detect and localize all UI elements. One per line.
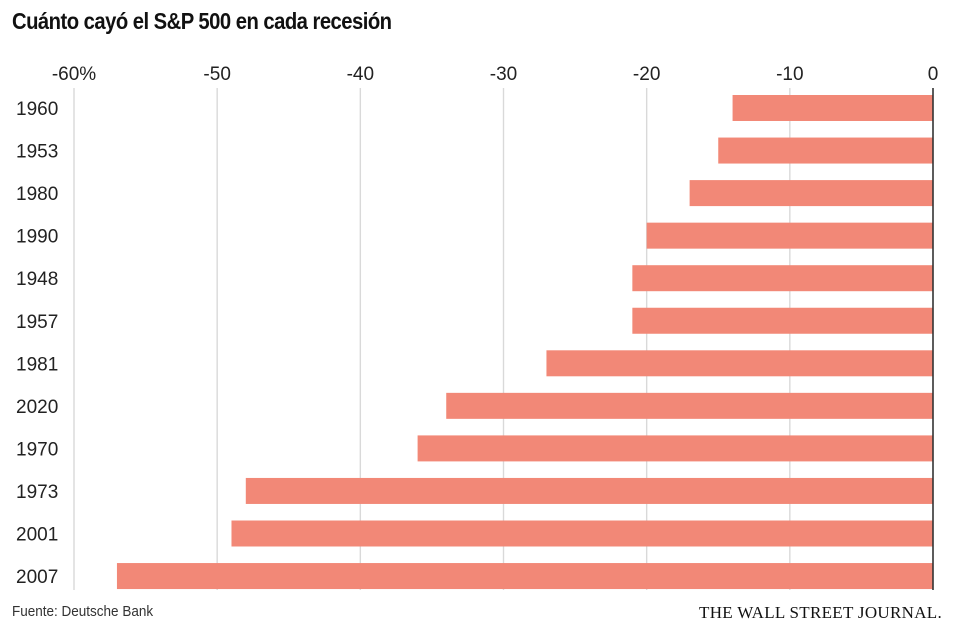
bar-1981 [546,350,933,377]
bar-1980 [689,180,933,207]
bar-1973 [245,477,934,504]
x-tick-label: -20 [633,64,660,85]
bar-1948 [632,265,933,292]
x-tick-label: 0 [928,64,939,85]
x-tick-label: -30 [490,64,517,85]
bar-1970 [417,435,934,462]
bar-1957 [632,307,933,334]
bar-1990 [646,222,933,249]
category-label-2001: 2001 [16,525,58,546]
bar-2007 [116,563,933,590]
bar-2001 [231,520,933,547]
publisher-logo: THE WALL STREET JOURNAL. [699,603,942,622]
x-tick-label: -60% [52,64,96,85]
category-label-1953: 1953 [16,142,58,163]
chart-title: Cuánto cayó el S&P 500 en cada recesión [12,8,392,34]
category-label-1981: 1981 [16,354,58,375]
category-label-1980: 1980 [16,184,58,205]
bar-1953 [718,137,933,164]
source-note: Fuente: Deutsche Bank [12,603,154,620]
category-label-1990: 1990 [16,227,58,248]
bar-2020 [446,392,933,419]
x-tick-label: -10 [776,64,803,85]
category-labels: 1960 1953 1980 1990 1948 1957 1981 2020 1970 1973… [16,99,58,588]
category-label-1973: 1973 [16,482,58,503]
gridlines [73,88,791,590]
bars [116,95,934,590]
category-label-1960: 1960 [16,99,58,120]
category-label-2007: 2007 [16,567,58,588]
x-tick-label: -40 [347,64,374,85]
category-label-1970: 1970 [16,439,58,460]
x-axis-tick-labels: -60% -50 -40 -30 -20 -10 0 [52,64,938,85]
category-label-1957: 1957 [16,312,58,333]
bar-1960 [732,95,933,121]
x-tick-label: -50 [203,64,230,85]
category-label-1948: 1948 [16,269,58,290]
category-label-2020: 2020 [16,397,58,418]
